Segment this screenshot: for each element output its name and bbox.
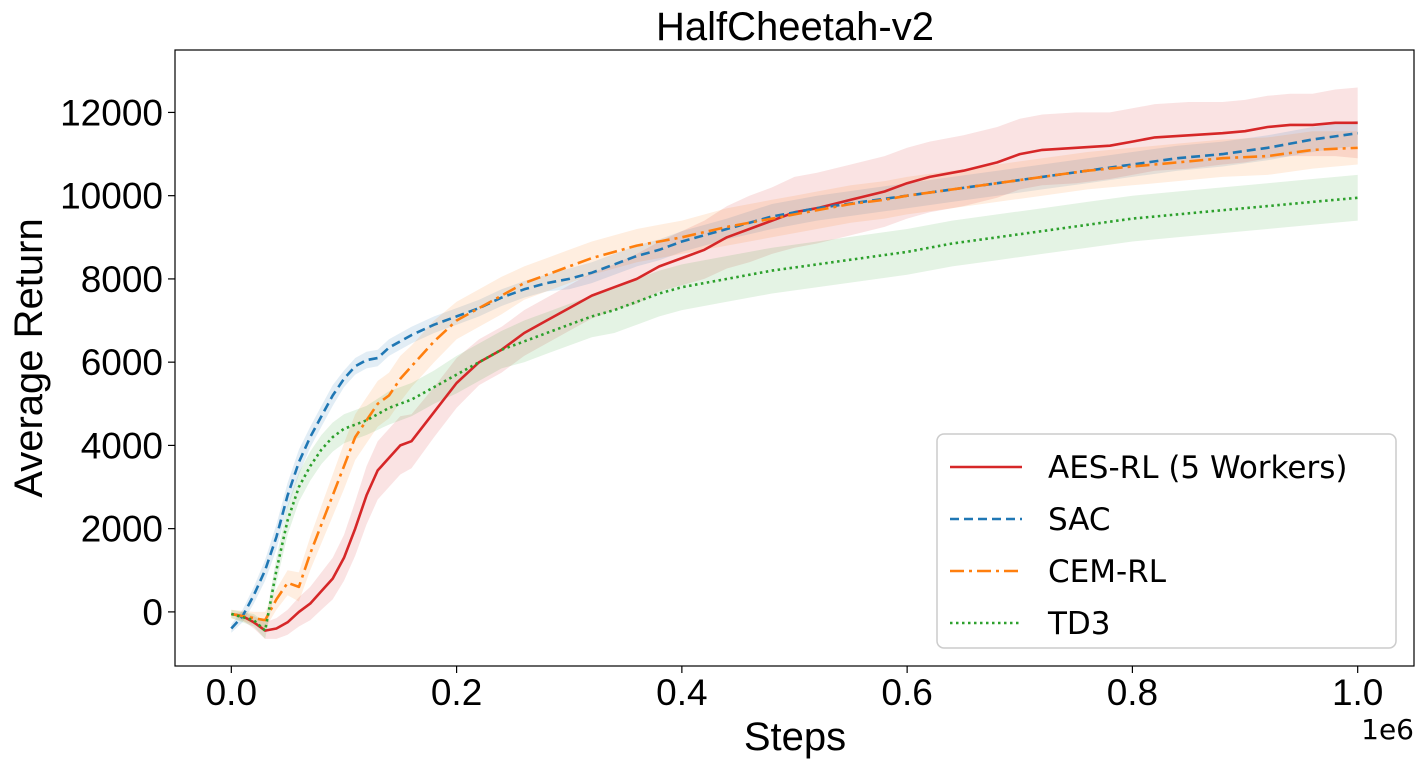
y-tick-label: 6000 — [81, 342, 163, 383]
y-tick-label: 12000 — [60, 92, 163, 133]
plot-frame — [174, 49, 1415, 667]
x-tick-label: 0.4 — [656, 672, 707, 713]
y-tick-label: 4000 — [81, 425, 163, 466]
series-band-1 — [231, 120, 1358, 633]
y-tick-label: 2000 — [81, 509, 163, 550]
y-tick-label: 0 — [142, 592, 163, 633]
legend-label-1: SAC — [1048, 502, 1111, 538]
y-axis-label: Average Return — [7, 218, 51, 497]
x-axis-ticks: 0.0 0.2 0.4 0.6 0.8 1.0 — [206, 666, 1383, 713]
y-tick-label: 8000 — [81, 259, 163, 300]
series-band-2 — [231, 131, 1358, 629]
series-line-1 — [230, 131, 1358, 630]
chart-title: HalfCheetah-v2 — [656, 5, 934, 49]
x-tick-label: 0.8 — [1107, 672, 1158, 713]
series-band-0 — [231, 87, 1358, 639]
x-tick-label: 1.0 — [1332, 672, 1383, 713]
legend-box — [936, 433, 1397, 649]
legend: AES-RL (5 Workers) SAC CEM-RL TD3 — [936, 433, 1397, 649]
legend-label-3: TD3 — [1047, 606, 1111, 642]
confidence-bands — [231, 87, 1358, 639]
series-lines — [230, 121, 1358, 632]
x-tick-label: 0.2 — [431, 672, 482, 713]
x-axis-label: Steps — [744, 715, 846, 759]
y-tick-label: 10000 — [60, 176, 163, 217]
y-axis-ticks: 0 2000 4000 6000 8000 10000 12000 — [60, 92, 175, 633]
series-line-3 — [230, 196, 1358, 632]
x-tick-label: 0.0 — [206, 672, 257, 713]
series-band-3 — [231, 174, 1358, 639]
legend-label-2: CEM-RL — [1048, 554, 1167, 590]
series-line-0 — [231, 121, 1358, 632]
series-line-2 — [231, 146, 1358, 622]
x-axis-multiplier: 1e6 — [1361, 713, 1414, 746]
x-tick-label: 0.6 — [881, 672, 932, 713]
legend-label-0: AES-RL (5 Workers) — [1048, 450, 1347, 486]
